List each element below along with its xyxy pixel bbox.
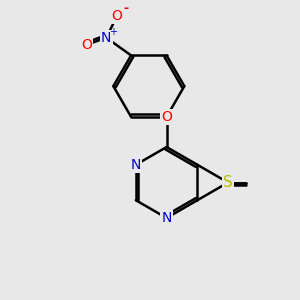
Text: N: N — [101, 31, 112, 45]
Text: -: - — [124, 2, 129, 15]
Text: O: O — [81, 38, 92, 52]
Text: +: + — [110, 27, 117, 37]
Text: O: O — [112, 9, 122, 23]
Text: N: N — [131, 158, 141, 172]
Text: O: O — [161, 110, 172, 124]
Text: N: N — [161, 211, 172, 225]
Text: S: S — [223, 175, 233, 190]
